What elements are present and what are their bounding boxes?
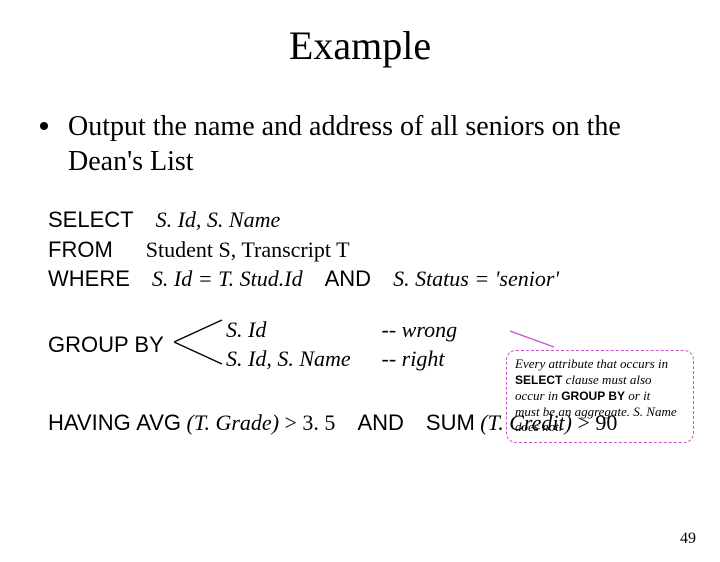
- groupby-right-row: S. Id, S. Name -- right: [226, 345, 457, 374]
- sql-from-line: FROM Student S, Transcript T: [48, 235, 720, 265]
- groupby-wrong-cols: S. Id: [226, 316, 376, 345]
- groupby-wrong-note: -- wrong: [382, 316, 458, 345]
- select-columns: S. Id, S. Name: [156, 207, 281, 232]
- groupby-right-cols: S. Id, S. Name: [226, 345, 376, 374]
- sql-block: SELECT S. Id, S. Name FROM Student S, Tr…: [48, 205, 720, 294]
- callout-line-3b: or it: [625, 388, 650, 403]
- callout-line-4: must be an aggregate. S. Name: [515, 404, 677, 419]
- bullet-item: Output the name and address of all senio…: [40, 109, 660, 179]
- groupby-keyword: GROUP BY: [48, 332, 164, 358]
- having-sum-fn: SUM: [426, 410, 475, 435]
- bullet-dot-icon: [40, 122, 48, 130]
- where-keyword: WHERE: [48, 266, 130, 291]
- angle-bracket-icon: [174, 314, 228, 370]
- sql-select-line: SELECT S. Id, S. Name: [48, 205, 720, 235]
- callout-line-3a: occur in: [515, 388, 561, 403]
- groupby-right-note: -- right: [382, 345, 445, 374]
- where-and: AND: [325, 266, 371, 291]
- select-keyword: SELECT: [48, 207, 134, 232]
- slide-root: Example Output the name and address of a…: [0, 22, 720, 562]
- groupby-wrong-row: S. Id -- wrong: [226, 316, 457, 345]
- groupby-options: S. Id -- wrong S. Id, S. Name -- right: [226, 316, 457, 373]
- having-avg-fn: AVG: [136, 410, 181, 435]
- having-and: AND: [357, 410, 403, 435]
- sql-where-line: WHERE S. Id = T. Stud.Id AND S. Status =…: [48, 264, 720, 294]
- callout-line-5: does not.: [515, 419, 562, 434]
- page-number: 49: [680, 530, 696, 548]
- having-avg-arg: (T. Grade): [187, 410, 279, 435]
- callout-select-kw: SELECT: [515, 373, 562, 387]
- where-cond-2: S. Status = 'senior': [393, 266, 559, 291]
- from-keyword: FROM: [48, 237, 113, 262]
- having-keyword: HAVING: [48, 410, 131, 435]
- callout-box: Every attribute that occurs in SELECT cl…: [506, 350, 694, 443]
- callout-line-2b: clause must also: [562, 372, 651, 387]
- callout-groupby-kw: GROUP BY: [561, 389, 625, 403]
- slide-title: Example: [0, 22, 720, 69]
- callout-line-1: Every attribute that occurs in: [515, 356, 668, 371]
- from-tables: Student S, Transcript T: [146, 237, 350, 262]
- bullet-text: Output the name and address of all senio…: [68, 109, 660, 179]
- where-cond-1: S. Id = T. Stud.Id: [152, 266, 303, 291]
- having-cmp-1: > 3. 5: [285, 410, 336, 435]
